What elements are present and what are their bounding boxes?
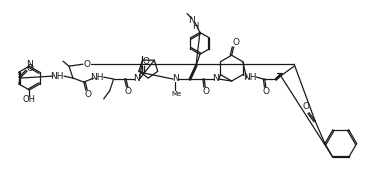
Text: O: O bbox=[142, 57, 149, 66]
Text: N: N bbox=[212, 74, 219, 83]
Text: O: O bbox=[202, 87, 209, 96]
Text: N: N bbox=[26, 60, 33, 69]
Text: NH: NH bbox=[50, 72, 64, 81]
Text: N: N bbox=[172, 74, 179, 83]
Text: O: O bbox=[263, 87, 270, 96]
Text: N: N bbox=[189, 16, 195, 25]
Text: NH: NH bbox=[90, 73, 103, 82]
Text: O: O bbox=[83, 60, 90, 69]
Text: Me: Me bbox=[171, 91, 181, 97]
Text: OH: OH bbox=[23, 95, 36, 104]
Text: O: O bbox=[84, 90, 91, 99]
Text: N: N bbox=[133, 74, 140, 83]
Text: NH: NH bbox=[243, 73, 256, 82]
Text: O: O bbox=[302, 102, 310, 111]
Text: H: H bbox=[192, 22, 198, 31]
Text: O: O bbox=[125, 87, 132, 96]
Text: O: O bbox=[232, 38, 239, 47]
Text: O: O bbox=[27, 64, 33, 73]
